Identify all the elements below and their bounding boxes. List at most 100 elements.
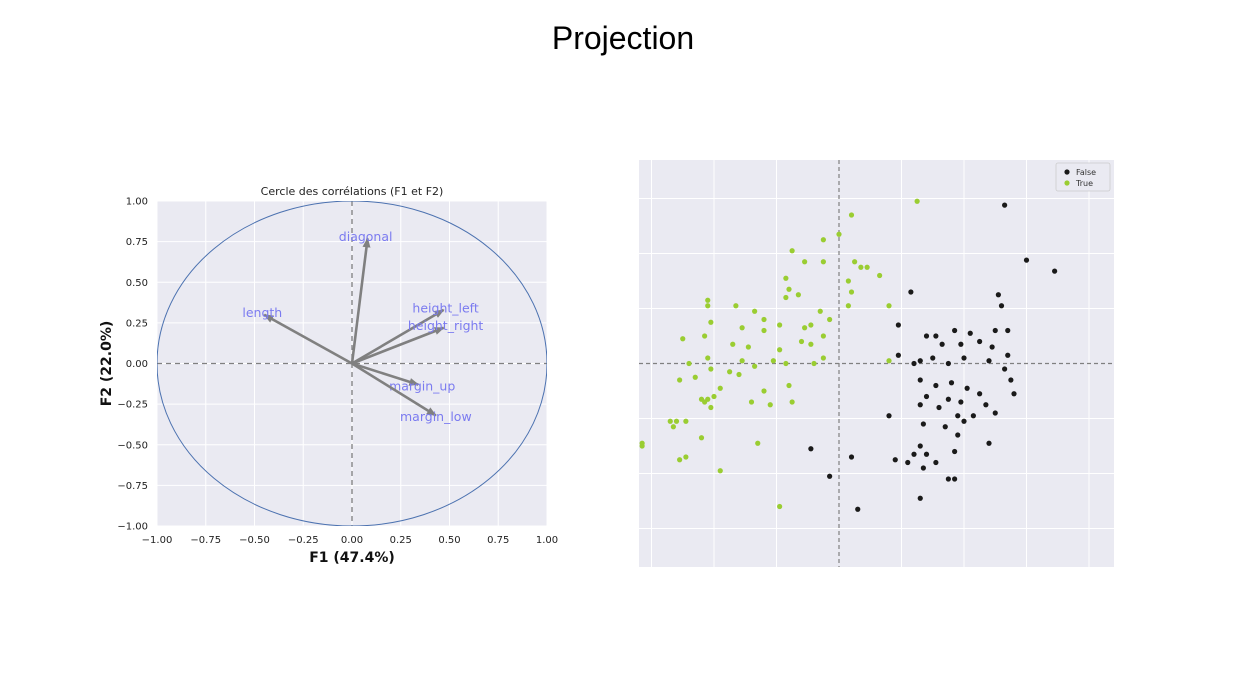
data-point <box>930 355 936 361</box>
data-point <box>986 358 992 364</box>
data-point <box>692 374 698 380</box>
data-point <box>895 322 901 328</box>
data-point <box>961 418 967 424</box>
data-point <box>711 393 717 400</box>
data-point <box>858 264 864 270</box>
data-point <box>827 473 833 479</box>
x-tick-label: 1.00 <box>536 535 558 546</box>
data-point <box>877 272 883 279</box>
data-point <box>836 231 842 237</box>
data-point <box>886 303 892 309</box>
data-point <box>783 275 789 281</box>
data-point <box>736 371 742 378</box>
data-point <box>777 322 783 328</box>
x-tick-label: 0.75 <box>487 535 509 546</box>
data-point <box>820 259 826 265</box>
data-point <box>677 457 683 463</box>
data-point <box>767 402 773 408</box>
data-point <box>820 333 826 339</box>
data-point <box>1005 327 1011 334</box>
data-point <box>983 402 989 408</box>
data-point <box>848 289 855 295</box>
data-point <box>952 476 958 482</box>
data-point <box>702 399 708 405</box>
data-point <box>761 327 767 334</box>
data-point <box>848 212 855 218</box>
data-point <box>933 459 939 466</box>
data-point <box>717 468 723 474</box>
data-point <box>817 308 823 314</box>
data-point <box>945 360 951 367</box>
vector-label: height_left <box>412 300 478 315</box>
vector-arrow <box>350 237 371 364</box>
data-point <box>789 399 795 405</box>
data-point <box>752 363 758 369</box>
correlation-circle-chart: −1.00 −0.75 −0.50 −0.25 0.00 0.25 0.50 0.75 1.00… <box>99 185 558 566</box>
data-point <box>905 459 911 466</box>
data-point <box>958 341 964 347</box>
data-point <box>820 355 826 361</box>
data-point <box>808 341 814 347</box>
data-point <box>670 424 676 430</box>
data-point <box>761 388 767 394</box>
data-point <box>667 418 673 424</box>
data-point <box>886 358 892 364</box>
data-point <box>964 385 970 391</box>
data-point <box>995 292 1001 298</box>
data-point <box>895 352 901 358</box>
data-point <box>705 297 711 303</box>
data-point <box>1005 352 1011 358</box>
data-point <box>827 316 833 323</box>
legend: False True <box>1055 162 1111 192</box>
data-point <box>864 264 870 270</box>
data-point <box>939 341 945 347</box>
data-point <box>683 418 689 424</box>
data-point <box>705 303 711 309</box>
vector-label: length <box>242 305 282 320</box>
data-point <box>952 448 958 455</box>
data-point <box>917 377 923 383</box>
chart-title: Cercle des corrélations (F1 et F2) <box>261 185 444 198</box>
data-point <box>992 327 998 334</box>
data-point <box>923 451 930 457</box>
data-point <box>952 327 958 334</box>
data-point <box>708 404 714 411</box>
data-point <box>777 347 783 353</box>
data-point <box>967 330 973 336</box>
data-point <box>920 421 926 427</box>
series-false <box>808 202 1058 512</box>
legend-marker <box>1064 169 1070 175</box>
data-point <box>914 198 920 204</box>
y-tick-label: −1.00 <box>117 522 148 533</box>
data-point <box>752 308 758 314</box>
y-axis-label: F2 (22.0%) <box>99 321 115 407</box>
slide-title: Projection <box>551 20 695 56</box>
data-point <box>917 358 923 364</box>
data-point <box>848 454 855 460</box>
vector-arrow <box>351 308 445 365</box>
data-point <box>986 440 992 446</box>
data-point <box>845 278 851 284</box>
data-point <box>677 377 683 383</box>
data-point <box>1052 268 1058 274</box>
data-point <box>923 393 930 400</box>
vector-arrow <box>263 313 353 365</box>
x-axis-label: F1 (47.4%) <box>309 550 395 566</box>
data-point <box>989 344 995 350</box>
data-point <box>795 292 801 298</box>
data-point <box>708 366 714 372</box>
data-point <box>917 443 923 449</box>
series-true <box>639 198 920 510</box>
data-point <box>808 446 814 452</box>
data-point <box>1023 257 1030 263</box>
x-tick-label: −0.75 <box>190 535 221 546</box>
data-point <box>748 399 755 405</box>
pca-scatter-chart: False True <box>639 160 1114 567</box>
data-point <box>802 259 808 265</box>
x-tick-label: −1.00 <box>142 535 173 546</box>
data-point <box>717 385 723 391</box>
data-point <box>1002 202 1008 208</box>
legend-marker <box>1064 180 1070 186</box>
data-point <box>739 358 745 364</box>
data-point <box>923 333 930 339</box>
